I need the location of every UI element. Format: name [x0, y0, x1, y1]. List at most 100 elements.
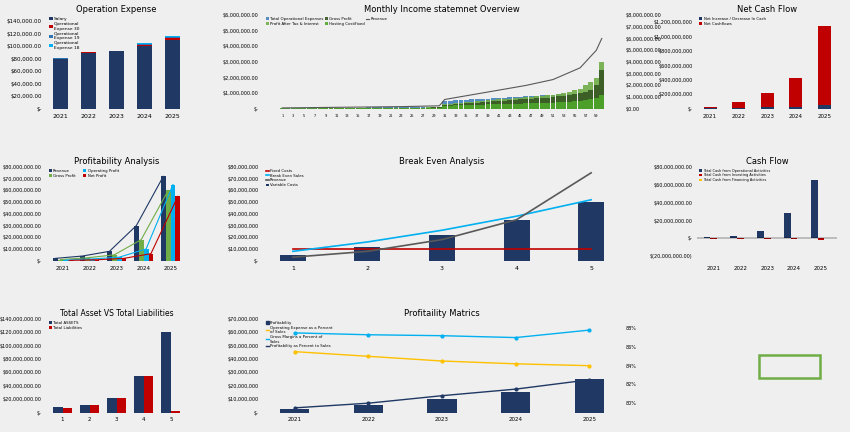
Bar [583, 86, 588, 109]
Bar [415, 108, 420, 109]
Bar [377, 108, 382, 109]
Bar [561, 95, 566, 109]
Bar [122, 258, 127, 260]
Bar [318, 108, 323, 109]
Bar [280, 108, 285, 109]
Bar [53, 407, 63, 413]
Break Even Sales [512, 213, 522, 219]
Bar [134, 376, 144, 413]
Bar [535, 96, 539, 109]
Bar [421, 108, 426, 109]
Bar [491, 98, 496, 109]
Bar [704, 107, 717, 108]
Bar [366, 108, 371, 109]
Bar [165, 38, 180, 40]
Bar [307, 108, 312, 109]
Bar [372, 108, 377, 109]
Bar [323, 108, 328, 109]
Line: Profitability as Percent to Sales: Profitability as Percent to Sales [293, 378, 591, 409]
Bar [480, 102, 485, 109]
Bar [53, 59, 69, 109]
Bar [312, 108, 317, 109]
Bar [137, 44, 152, 45]
Bar [85, 258, 90, 260]
Bar [165, 40, 180, 109]
Bar [496, 104, 502, 109]
Revenue [385, 104, 395, 109]
Bar [345, 108, 349, 109]
Bar [507, 100, 512, 109]
Bar [80, 404, 89, 413]
Bar [137, 45, 152, 46]
Break Even Sales [586, 197, 596, 202]
Bar [485, 98, 490, 109]
Bar [599, 70, 604, 109]
Line: Break Even Sales: Break Even Sales [293, 200, 591, 251]
Bar [529, 103, 534, 109]
Bar [162, 332, 171, 413]
Fixed Costs [288, 246, 298, 251]
Bar [171, 184, 175, 260]
Bar [469, 99, 474, 109]
Bar [491, 102, 496, 109]
Bar [286, 108, 290, 109]
Legend: Total ASSETS, Total Liabilities: Total ASSETS, Total Liabilities [48, 321, 82, 330]
Revenue [332, 105, 342, 110]
Bar [144, 249, 149, 260]
Bar [507, 98, 512, 109]
Bar [567, 94, 572, 109]
Bar [432, 108, 436, 109]
Bar [757, 231, 764, 238]
Bar [578, 93, 582, 109]
Revenue [362, 249, 372, 254]
Bar [426, 108, 431, 109]
Bar [475, 103, 479, 109]
Revenue [369, 105, 379, 110]
Revenue [478, 90, 488, 95]
Bar [561, 93, 566, 109]
Bar [524, 96, 529, 109]
Bar [764, 238, 771, 239]
Bar [350, 108, 355, 109]
Fixed Costs [362, 246, 372, 251]
Legend: Total Cash from Operational Activities, Total Cash from Investing Activities, To: Total Cash from Operational Activities, … [699, 169, 770, 182]
Bar [280, 409, 309, 413]
Bar [464, 105, 469, 109]
Bar [175, 196, 180, 260]
Bar [448, 104, 452, 109]
Bar [437, 107, 442, 109]
Operating Expense as a Percent
of Sales [290, 349, 300, 354]
Bar [329, 108, 333, 109]
Bar [377, 108, 382, 109]
Bar [513, 98, 518, 109]
Line: Revenue: Revenue [282, 38, 602, 108]
Title: Profitability Analysis: Profitability Analysis [74, 157, 160, 166]
Bar [502, 98, 507, 109]
Bar [137, 46, 152, 109]
Line: Operating Expense as a Percent
of Sales: Operating Expense as a Percent of Sales [293, 350, 591, 367]
Bar [382, 108, 388, 109]
Bar [161, 176, 166, 260]
Bar [733, 102, 745, 108]
Bar [818, 26, 831, 105]
Bar [458, 100, 463, 109]
Bar [394, 108, 399, 109]
Bar [361, 108, 366, 109]
Bar [583, 100, 588, 109]
Bar [572, 102, 577, 109]
Bar [561, 102, 566, 109]
Bar [345, 108, 349, 109]
Bar [540, 95, 545, 109]
Bar [334, 108, 339, 109]
Bar [426, 107, 431, 109]
Profitability as Percent to Sales [437, 393, 447, 398]
Bar [578, 89, 582, 109]
Bar [551, 103, 555, 109]
Bar [496, 99, 502, 109]
Bar [399, 108, 404, 109]
Bar [405, 108, 409, 109]
Bar [63, 407, 72, 413]
Break Even Sales [288, 249, 298, 254]
Line: Gross Margins a Percent of
Sales: Gross Margins a Percent of Sales [293, 329, 591, 339]
Bar [116, 398, 126, 413]
